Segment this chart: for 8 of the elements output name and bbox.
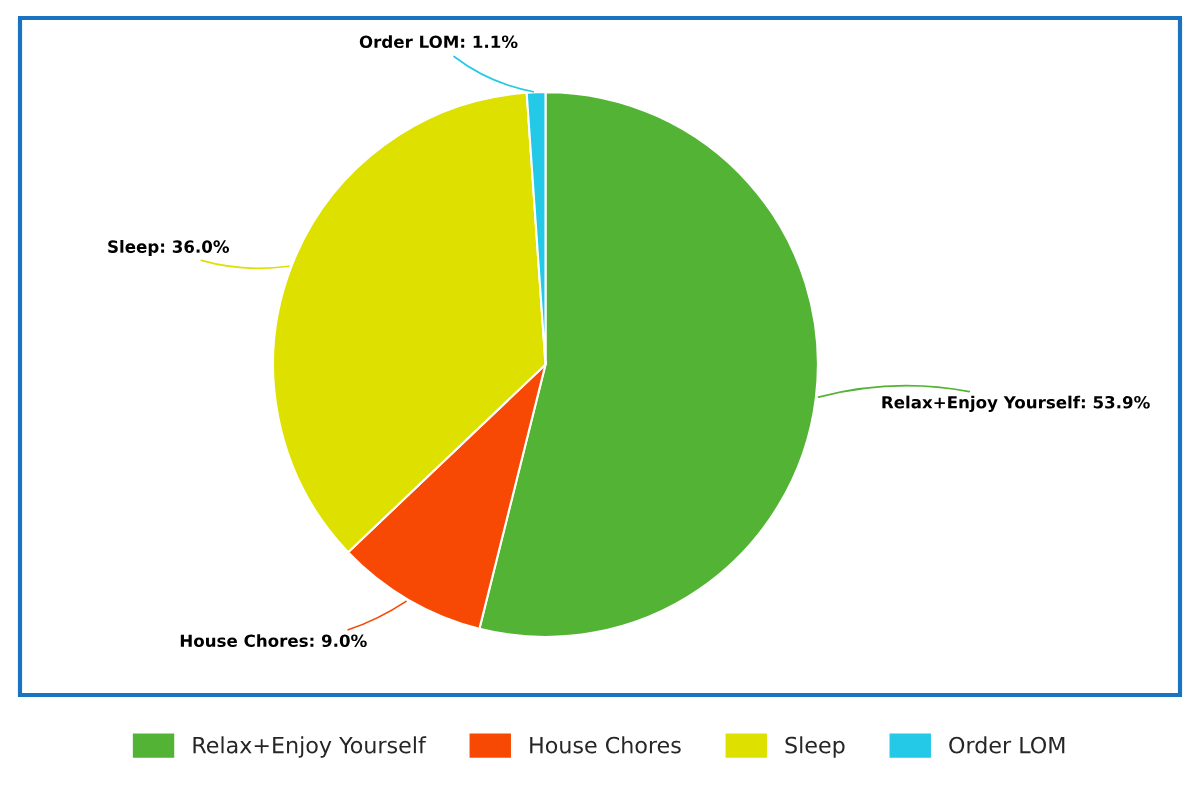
- legend-label: Relax+Enjoy Yourself: [193, 736, 427, 758]
- data-label: Order LOM: 1.1%: [359, 35, 518, 49]
- data-label: Sleep: 36.0%: [108, 239, 230, 257]
- legend-label: House Chores: [530, 736, 681, 754]
- data-label: Relax+Enjoy Yourself: 53.9%: [882, 395, 1150, 412]
- legend-label: Order LOM: [949, 736, 1065, 754]
- data-label: House Chores: 9.0%: [180, 634, 367, 648]
- legend-label: Sleep: [785, 736, 845, 758]
